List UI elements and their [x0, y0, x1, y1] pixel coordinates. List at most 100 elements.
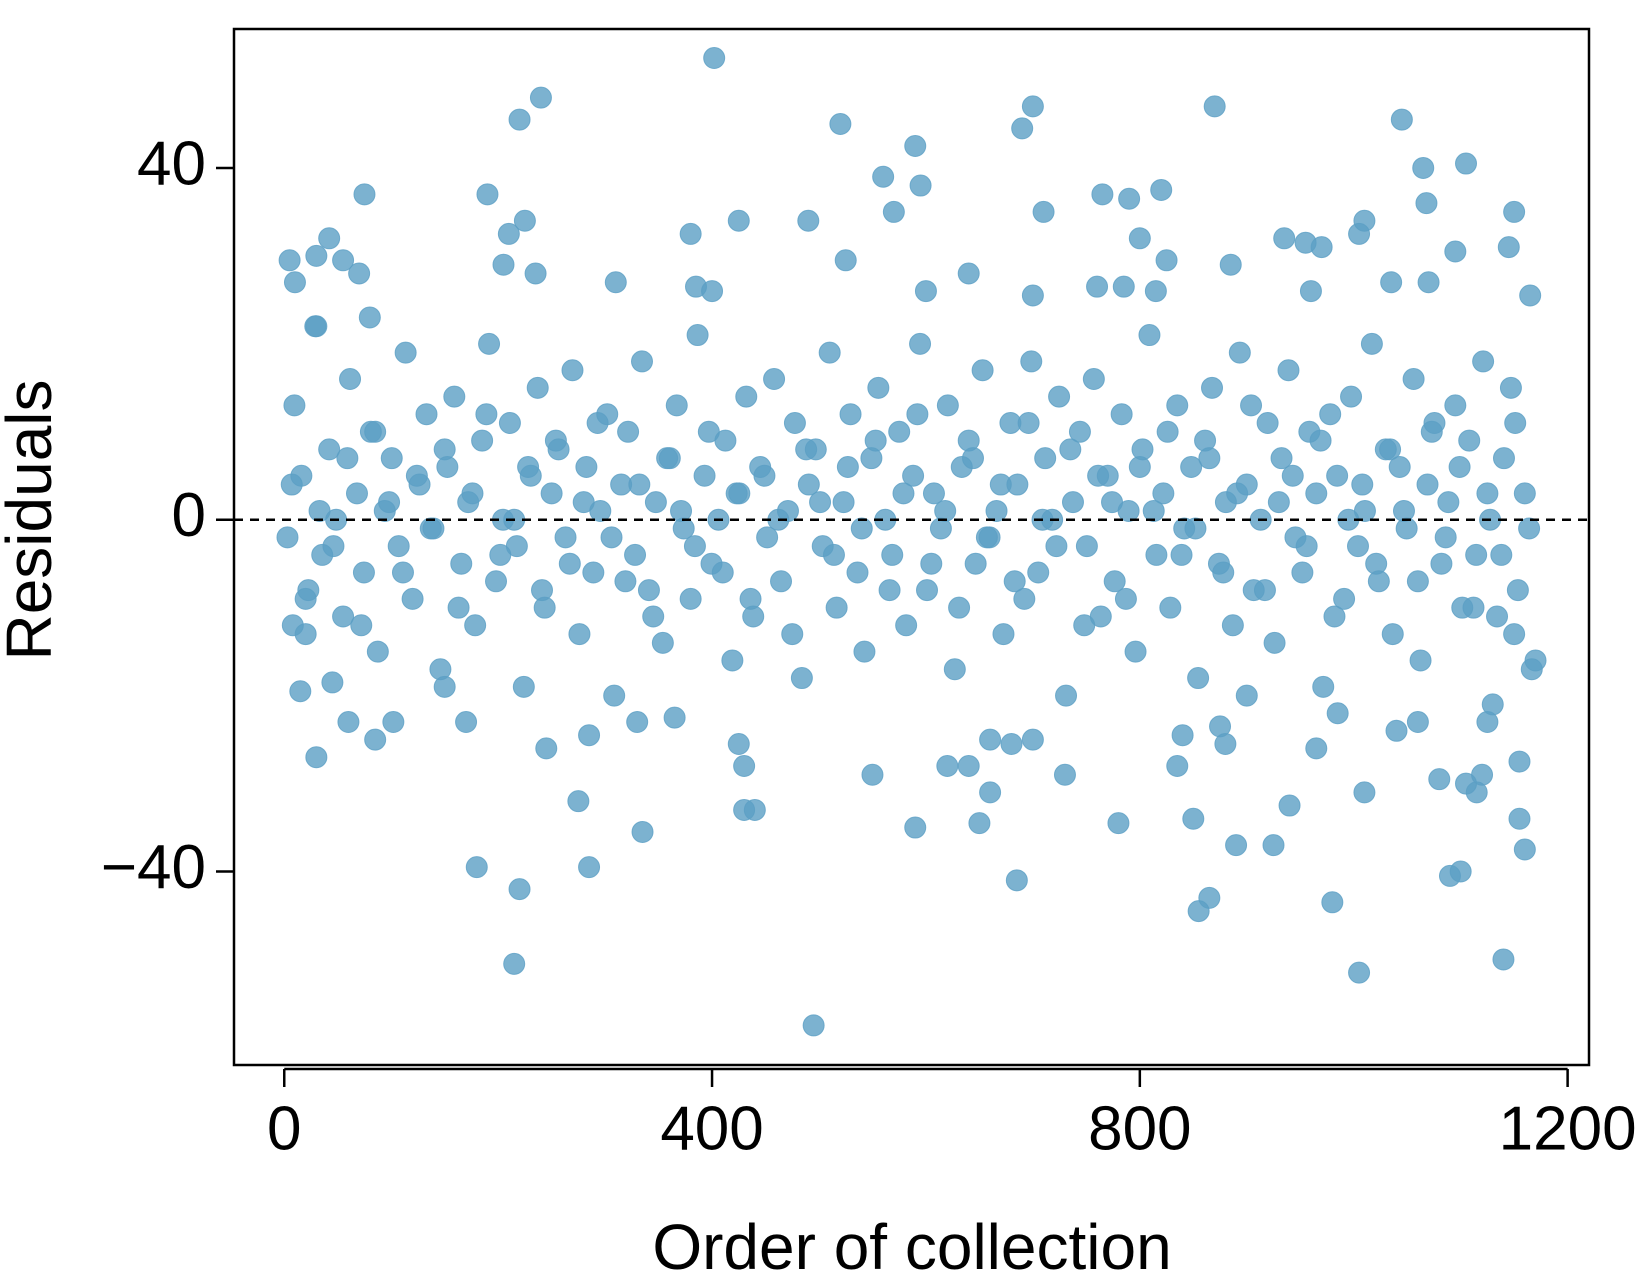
point	[1299, 280, 1322, 303]
point	[1011, 117, 1034, 140]
point	[461, 482, 484, 505]
point	[783, 411, 806, 434]
point	[603, 684, 626, 707]
point	[485, 570, 508, 593]
point	[391, 561, 414, 584]
point	[394, 341, 417, 364]
point	[305, 746, 328, 769]
point	[475, 403, 498, 426]
point	[464, 614, 487, 637]
point	[637, 579, 660, 602]
point	[1465, 543, 1488, 566]
point	[642, 605, 665, 628]
point	[1406, 711, 1429, 734]
point	[948, 596, 971, 619]
point	[318, 227, 341, 250]
point	[1428, 768, 1451, 791]
point	[1348, 222, 1371, 245]
point	[957, 754, 980, 777]
point	[1513, 482, 1536, 505]
point	[1198, 447, 1221, 470]
point	[968, 812, 991, 835]
point	[568, 623, 591, 646]
point	[535, 737, 558, 760]
point	[1103, 570, 1126, 593]
point	[1305, 737, 1328, 760]
point	[1082, 368, 1105, 391]
point	[1281, 464, 1304, 487]
point	[979, 781, 1002, 804]
point	[1059, 438, 1082, 461]
point	[1209, 715, 1232, 738]
point	[1262, 834, 1285, 857]
point	[1225, 834, 1248, 857]
point	[1326, 464, 1349, 487]
point	[575, 455, 598, 478]
point	[920, 552, 943, 575]
point	[825, 596, 848, 619]
point	[582, 561, 605, 584]
plot-frame	[232, 27, 1591, 1067]
point	[364, 728, 387, 751]
point	[829, 112, 852, 135]
point	[1309, 429, 1332, 452]
point	[1128, 455, 1151, 478]
point	[1228, 341, 1251, 364]
point	[337, 711, 360, 734]
point	[989, 473, 1012, 496]
point	[1508, 750, 1531, 773]
point	[1462, 596, 1485, 619]
point	[336, 447, 359, 470]
point	[1005, 869, 1028, 892]
point	[503, 952, 526, 975]
point	[909, 332, 932, 355]
point	[934, 499, 957, 522]
point	[1490, 543, 1513, 566]
point	[1166, 394, 1189, 417]
point	[450, 552, 473, 575]
point	[1520, 658, 1543, 681]
point	[380, 447, 403, 470]
point	[1045, 535, 1068, 558]
point	[975, 526, 998, 549]
point	[1170, 543, 1193, 566]
point	[1101, 491, 1124, 514]
point	[1180, 455, 1203, 478]
point	[1326, 702, 1349, 725]
point	[914, 280, 937, 303]
point	[1171, 724, 1194, 747]
point	[1226, 482, 1249, 505]
point	[697, 420, 720, 443]
point	[318, 438, 341, 461]
point	[1417, 271, 1440, 294]
point	[809, 491, 832, 514]
point	[679, 587, 702, 610]
point	[781, 623, 804, 646]
point	[1295, 535, 1318, 558]
point	[1472, 350, 1495, 373]
point	[733, 754, 756, 777]
point	[1198, 886, 1221, 909]
point	[321, 671, 344, 694]
point	[497, 222, 520, 245]
point	[834, 249, 857, 272]
point	[1504, 411, 1527, 434]
point	[339, 368, 362, 391]
point	[861, 763, 884, 786]
point	[294, 587, 317, 610]
point	[508, 878, 531, 901]
point	[364, 420, 387, 443]
point	[526, 376, 549, 399]
point	[739, 587, 762, 610]
point	[1235, 684, 1258, 707]
point	[881, 543, 904, 566]
point	[1379, 438, 1402, 461]
x-tick-label: 400	[660, 1094, 763, 1163]
point	[1253, 579, 1276, 602]
point	[378, 491, 401, 514]
point	[686, 324, 709, 347]
point	[735, 385, 758, 408]
point	[822, 543, 845, 566]
point	[909, 174, 932, 197]
point	[628, 473, 651, 496]
